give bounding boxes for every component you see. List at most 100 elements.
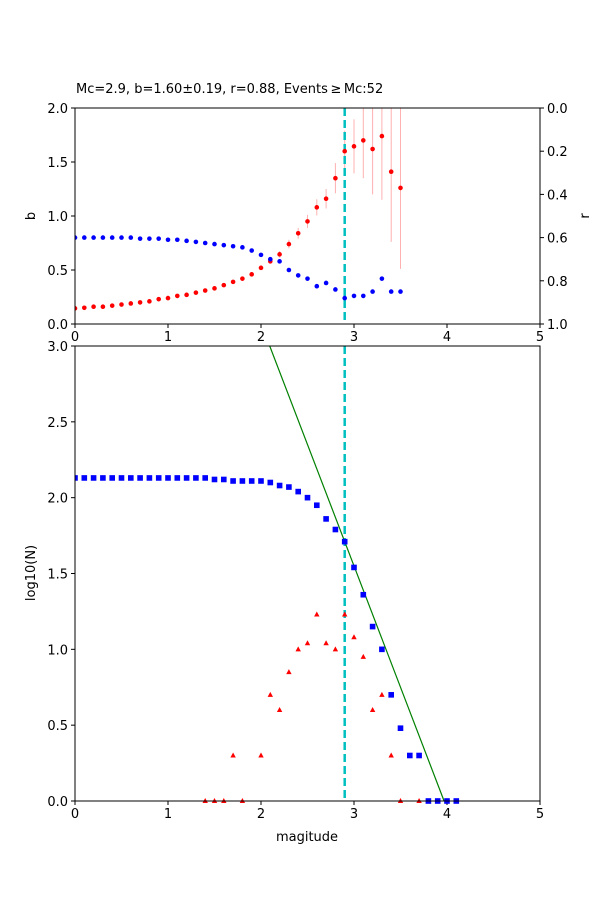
noncumulative-point bbox=[230, 752, 236, 758]
b-value-point bbox=[193, 290, 199, 295]
b-value-point bbox=[361, 138, 366, 143]
x-tick-label: 5 bbox=[536, 330, 544, 345]
b-value-point bbox=[75, 306, 78, 311]
x-tick-label: 4 bbox=[443, 330, 451, 345]
cumulative-point bbox=[230, 478, 236, 484]
cumulative-point bbox=[174, 475, 181, 481]
b-value-point bbox=[398, 185, 403, 191]
r-value-point bbox=[323, 280, 329, 286]
r-value-point bbox=[388, 289, 394, 294]
plot-area bbox=[75, 108, 403, 324]
noncumulative-point bbox=[323, 640, 329, 646]
y-tick-label: 0.0 bbox=[47, 795, 68, 810]
b-value-point bbox=[379, 133, 385, 139]
b-value-point bbox=[156, 296, 161, 302]
plot-area bbox=[75, 345, 460, 804]
noncumulative-point bbox=[295, 646, 301, 652]
y-tick-label: 0.0 bbox=[47, 318, 68, 333]
y-tick-label: 2.0 bbox=[47, 102, 68, 117]
cumulative-point bbox=[332, 526, 339, 533]
cumulative-point bbox=[314, 502, 320, 509]
cumulative-point bbox=[388, 692, 394, 698]
r-value-point bbox=[277, 259, 282, 264]
b-value-point bbox=[240, 276, 245, 281]
r-value-point bbox=[156, 236, 161, 241]
r-value-point bbox=[249, 248, 254, 253]
bottom-x-axis-label: magitude bbox=[276, 830, 338, 845]
top-y2-axis-label: r bbox=[578, 213, 593, 219]
noncumulative-point bbox=[342, 611, 348, 617]
noncumulative-point bbox=[351, 634, 357, 640]
top-chart: 0 1 2 3 4 5 0.0 0.5 1.0 1.5 2.0 0.0 0.2 0.4 0.6 0.8 1.0 bbox=[47, 102, 568, 345]
x-tick-label: 1 bbox=[164, 807, 172, 822]
b-value-point bbox=[221, 282, 227, 288]
noncumulative-point bbox=[388, 752, 394, 758]
y-tick-label: 2.5 bbox=[47, 416, 68, 431]
r-value-point bbox=[268, 256, 273, 262]
x-tick-label: 0 bbox=[71, 330, 79, 345]
b-value-point bbox=[202, 288, 208, 293]
x-tick-label: 2 bbox=[257, 330, 265, 345]
cumulative-point bbox=[360, 591, 367, 598]
cumulative-point bbox=[137, 475, 143, 481]
r-value-point bbox=[128, 235, 134, 240]
r-value-point bbox=[258, 252, 264, 258]
r-value-point bbox=[379, 276, 385, 281]
b-value-point bbox=[295, 230, 301, 236]
bottom-y-axis-label: log10(N) bbox=[24, 545, 39, 601]
cumulative-point bbox=[211, 476, 218, 483]
r-value-point bbox=[221, 242, 227, 248]
noncumulative-point bbox=[369, 707, 376, 712]
cumulative-point bbox=[75, 475, 78, 481]
noncumulative-point bbox=[360, 653, 366, 659]
y2-tick-label: 1.0 bbox=[547, 318, 568, 333]
cumulative-point bbox=[295, 488, 301, 495]
cumulative-point bbox=[202, 475, 208, 481]
cumulative-point bbox=[183, 475, 190, 481]
y2-tick-label: 0.4 bbox=[547, 188, 568, 203]
x-tick-label: 3 bbox=[350, 807, 358, 822]
noncumulative-point bbox=[267, 691, 273, 697]
b-value-point bbox=[333, 175, 338, 181]
cumulative-point bbox=[109, 475, 115, 481]
cumulative-point bbox=[304, 494, 311, 501]
b-value-point bbox=[128, 301, 134, 306]
cumulative-point bbox=[276, 482, 283, 489]
r-value-point bbox=[398, 289, 403, 294]
x-tick-label: 0 bbox=[71, 807, 79, 822]
b-value-point bbox=[109, 303, 115, 308]
cumulative-point bbox=[369, 623, 376, 630]
b-value-point bbox=[286, 241, 292, 247]
b-value-point bbox=[249, 272, 254, 277]
y2-tick-label: 0.6 bbox=[547, 232, 568, 247]
b-value-point bbox=[137, 300, 143, 305]
b-value-point bbox=[165, 295, 171, 301]
b-value-point bbox=[119, 302, 124, 307]
cumulative-point bbox=[128, 475, 134, 481]
cumulative-point bbox=[416, 752, 422, 759]
y-tick-label: 0.5 bbox=[47, 264, 68, 279]
r-value-point bbox=[370, 289, 375, 294]
cumulative-point bbox=[397, 725, 404, 731]
cumulative-point bbox=[146, 475, 153, 481]
r-value-point bbox=[165, 237, 171, 243]
y2-tick-label: 0.2 bbox=[547, 145, 568, 160]
r-value-point bbox=[82, 235, 87, 240]
top-y-axis-label: b bbox=[24, 212, 39, 220]
y-tick-label: 3.0 bbox=[47, 340, 68, 355]
noncumulative-point bbox=[314, 611, 320, 617]
x-tick-label: 2 bbox=[257, 807, 265, 822]
r-value-point bbox=[361, 293, 366, 299]
noncumulative-point bbox=[304, 640, 311, 646]
b-value-point bbox=[370, 146, 375, 152]
cumulative-point bbox=[248, 478, 255, 484]
cumulative-point bbox=[81, 475, 88, 481]
noncumulative-point bbox=[332, 646, 339, 652]
y-tick-label: 1.5 bbox=[47, 568, 68, 583]
cumulative-point bbox=[221, 476, 227, 483]
b-value-point bbox=[184, 292, 189, 298]
r-value-point bbox=[240, 245, 245, 250]
fit-line bbox=[269, 345, 445, 802]
r-value-point bbox=[100, 235, 106, 240]
r-value-point bbox=[175, 237, 180, 243]
